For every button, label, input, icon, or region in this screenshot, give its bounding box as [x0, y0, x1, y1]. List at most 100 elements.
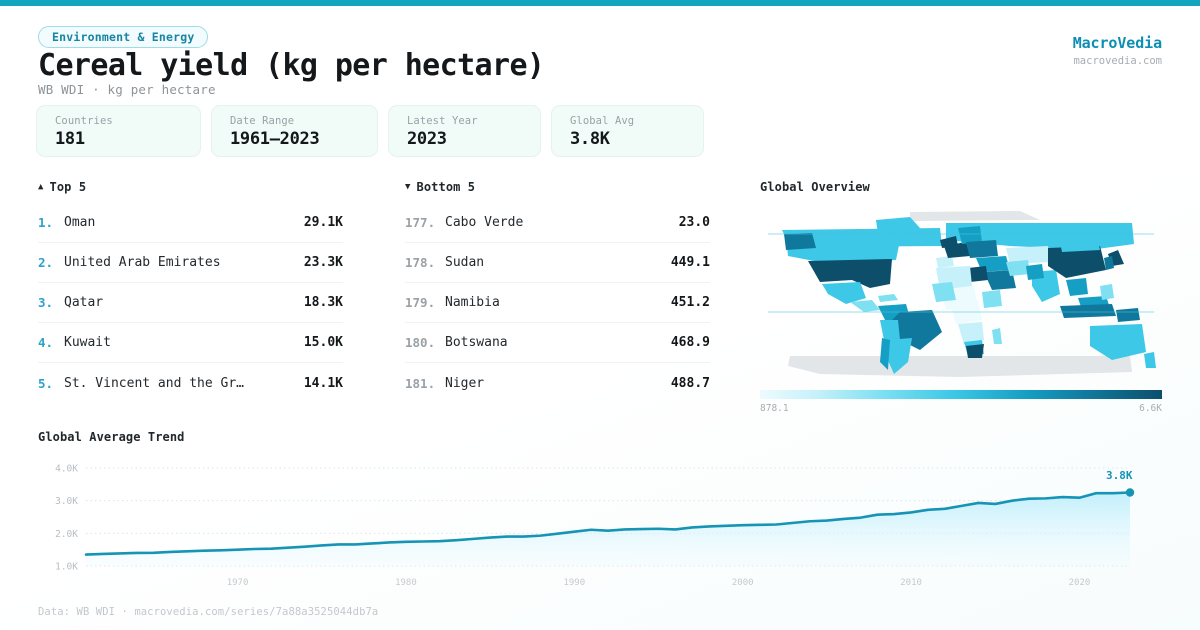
country-value: 23.3K [303, 255, 343, 270]
rank-number: 177. [405, 215, 436, 230]
rank-number: 4. [38, 335, 54, 350]
stat-label: Global Avg [570, 115, 635, 127]
rank-number: 1. [38, 215, 54, 230]
table-row[interactable]: 179. Namibia 451.2 [405, 283, 710, 323]
table-row[interactable]: 3. Qatar 18.3K [38, 283, 343, 323]
country-name: St. Vincent and the Gr… [64, 375, 245, 391]
brand-url: macrovedia.com [1073, 55, 1162, 67]
svg-text:1970: 1970 [227, 578, 249, 588]
country-name: Qatar [64, 295, 104, 310]
rank-number: 179. [405, 295, 436, 310]
table-row[interactable]: 177. Cabo Verde 23.0 [405, 203, 710, 243]
country-name: United Arab Emirates [64, 255, 221, 270]
rank-number: 181. [405, 375, 436, 391]
country-name: Oman [64, 215, 96, 230]
country-value: 14.1K [303, 375, 343, 391]
accent-top-bar [0, 0, 1200, 6]
page-title: Cereal yield (kg per hectare) [38, 48, 545, 83]
table-row[interactable]: 1. Oman 29.1K [38, 203, 343, 243]
country-value: 15.0K [303, 335, 343, 350]
svg-text:1.0K: 1.0K [55, 562, 78, 573]
stat-value: 3.8K [570, 129, 610, 149]
rank-number: 3. [38, 295, 54, 310]
brand-name: MacroVedia [1072, 34, 1162, 52]
global-average-trend-panel: Global Average Trend 1.0K 2.0K 3.0K 4.0K 19… [38, 430, 1162, 594]
world-choropleth-map [760, 206, 1162, 384]
country-value: 451.2 [670, 295, 710, 310]
top5-list: ▲ Top 5 1. Oman 29.1K 2. United Arab Emi… [38, 180, 343, 403]
table-row[interactable]: 2. United Arab Emirates 23.3K [38, 243, 343, 283]
country-name: Kuwait [64, 335, 111, 350]
svg-text:3.0K: 3.0K [55, 496, 78, 507]
svg-text:4.0K: 4.0K [55, 464, 78, 475]
legend-gradient-bar [760, 390, 1162, 399]
rank-number: 5. [38, 375, 54, 391]
country-value: 488.7 [670, 375, 710, 391]
stat-card-date-range: Date Range 1961–2023 [211, 105, 378, 157]
bottom5-heading-label: Bottom 5 [416, 180, 476, 194]
trend-title: Global Average Trend [38, 430, 185, 444]
page-subtitle: WB WDI · kg per hectare [38, 82, 216, 97]
table-row[interactable]: 5. St. Vincent and the Gr… 14.1K [38, 363, 343, 403]
rank-number: 180. [405, 335, 436, 350]
svg-text:2010: 2010 [900, 578, 922, 588]
brand-block: MacroVedia macrovedia.com [1073, 34, 1162, 67]
top5-heading: ▲ Top 5 [38, 180, 343, 194]
trend-end-label: 3.8K [1106, 468, 1133, 482]
triangle-up-icon: ▲ [38, 181, 44, 192]
stat-label: Date Range [230, 115, 295, 127]
country-name: Cabo Verde [445, 215, 524, 230]
global-overview-panel: Global Overview [760, 180, 1162, 414]
stat-value: 2023 [407, 129, 447, 149]
legend-labels: 878.1 6.6K [760, 403, 1162, 414]
trend-chart-svg: 1.0K 2.0K 3.0K 4.0K 1970 1980 1990 2000 2010 202… [55, 464, 1135, 588]
country-name: Botswana [445, 335, 508, 350]
rank-number: 2. [38, 255, 54, 270]
bottom5-heading: ▼ Bottom 5 [405, 180, 710, 194]
country-name: Namibia [445, 295, 500, 310]
stat-label: Countries [55, 115, 113, 127]
svg-text:1990: 1990 [563, 578, 585, 588]
legend-min-label: 878.1 [760, 403, 789, 414]
bottom5-list: ▼ Bottom 5 177. Cabo Verde 23.0 178. Sud… [405, 180, 710, 403]
table-row[interactable]: 4. Kuwait 15.0K [38, 323, 343, 363]
top5-heading-label: Top 5 [49, 180, 87, 194]
country-value: 29.1K [303, 215, 343, 230]
trend-line [84, 491, 1132, 556]
triangle-down-icon: ▼ [405, 181, 411, 192]
country-value: 18.3K [303, 295, 343, 310]
rankings-section: ▲ Top 5 1. Oman 29.1K 2. United Arab Emi… [38, 180, 710, 403]
stat-card-global-avg: Global Avg 3.8K [551, 105, 704, 157]
trend-area [86, 492, 1130, 566]
stat-value: 181 [55, 129, 85, 149]
trend-line-chart: 1.0K 2.0K 3.0K 4.0K 1970 1980 1990 2000 2010 202… [38, 454, 1162, 594]
table-row[interactable]: 178. Sudan 449.1 [405, 243, 710, 283]
stat-label: Latest Year [407, 115, 478, 127]
world-map-svg [768, 211, 1156, 377]
stat-card-latest-year: Latest Year 2023 [388, 105, 541, 157]
trend-end-point [1125, 488, 1135, 497]
category-badge-label: Environment & Energy [52, 30, 195, 44]
table-row[interactable]: 181. Niger 488.7 [405, 363, 710, 403]
stat-card-row: Countries 181 Date Range 1961–2023 Lates… [36, 105, 704, 157]
country-name: Niger [445, 375, 485, 391]
map-legend: 878.1 6.6K [760, 390, 1162, 414]
footer-source: Data: WB WDI · macrovedia.com/series/7a8… [38, 606, 379, 618]
legend-max-label: 6.6K [1139, 403, 1162, 414]
country-value: 449.1 [670, 255, 710, 270]
svg-text:1980: 1980 [395, 578, 417, 588]
category-badge: Environment & Energy [38, 26, 209, 48]
svg-text:2.0K: 2.0K [55, 529, 78, 540]
svg-text:2000: 2000 [732, 578, 754, 588]
y-axis-ticks: 1.0K 2.0K 3.0K 4.0K [55, 464, 78, 573]
country-value: 468.9 [670, 335, 710, 350]
map-title: Global Overview [760, 180, 870, 194]
table-row[interactable]: 180. Botswana 468.9 [405, 323, 710, 363]
x-axis-ticks: 1970 1980 1990 2000 2010 2020 [227, 578, 1091, 588]
stat-card-countries: Countries 181 [36, 105, 201, 157]
stat-value: 1961–2023 [230, 129, 320, 149]
rank-number: 178. [405, 255, 436, 270]
svg-text:2020: 2020 [1069, 578, 1091, 588]
country-name: Sudan [445, 255, 485, 270]
